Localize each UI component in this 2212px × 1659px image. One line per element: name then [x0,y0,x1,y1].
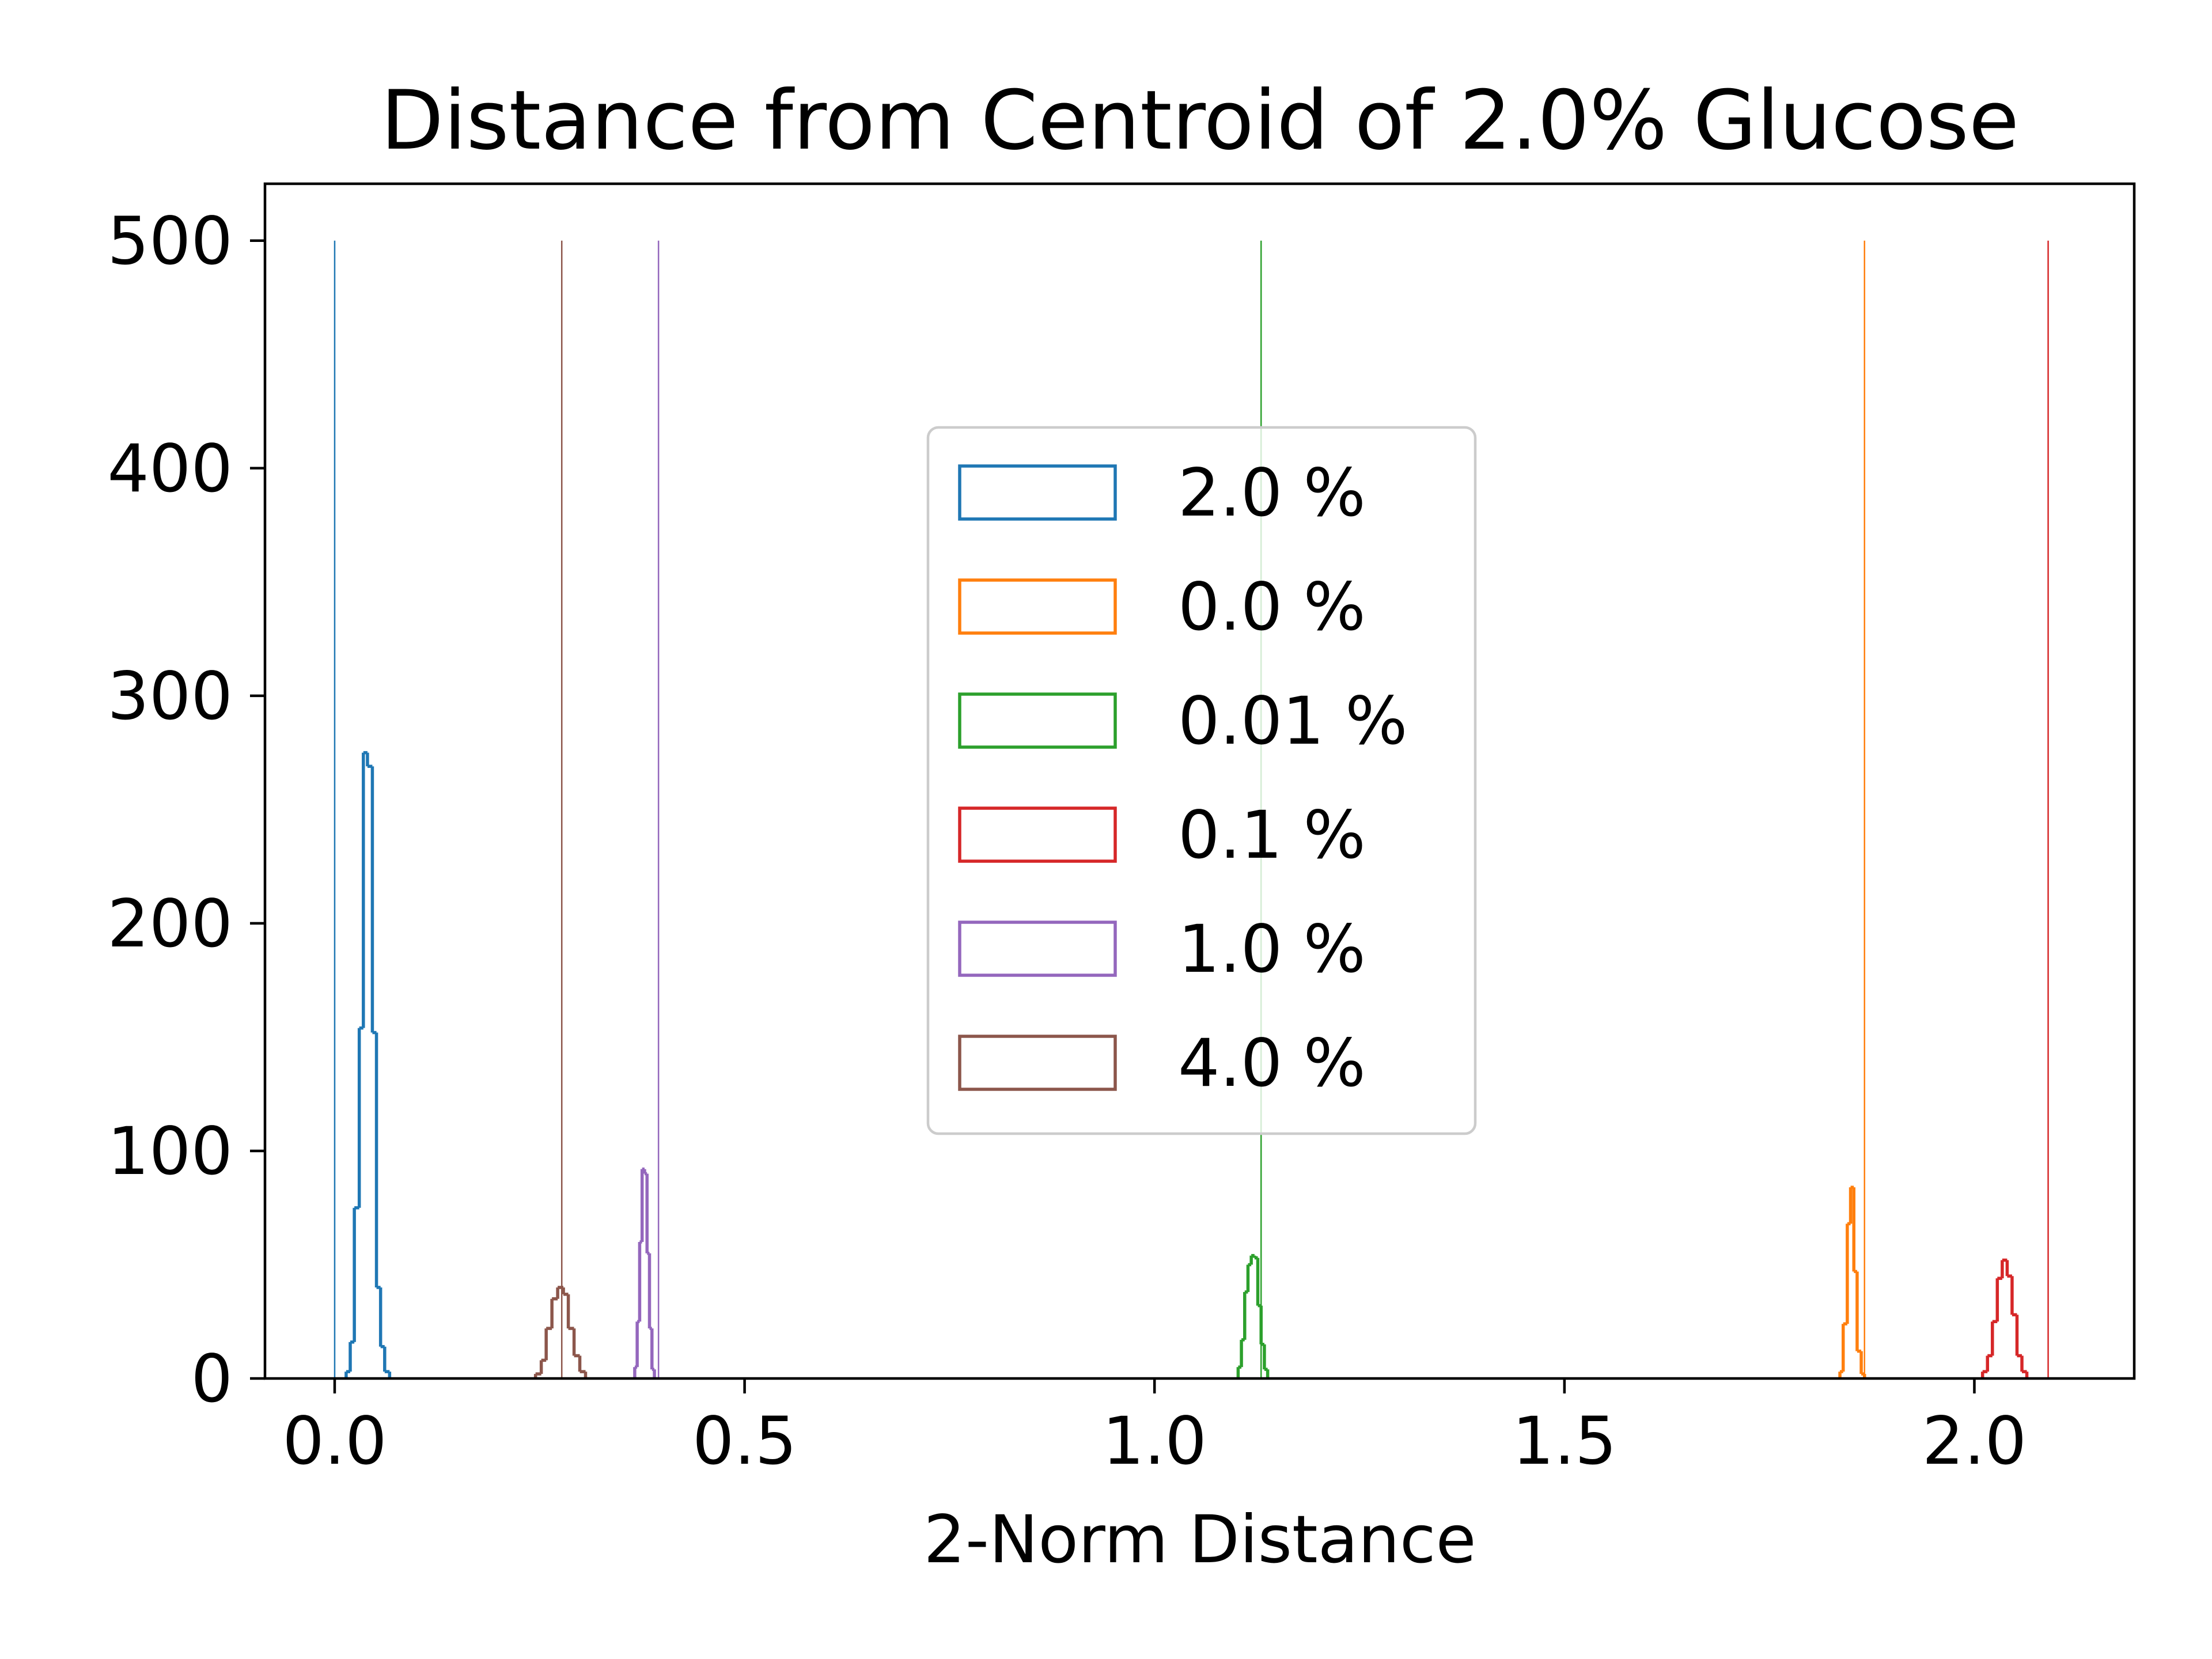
legend-swatch [958,578,1117,635]
x-axis-ticks: 0.0 0.5 1.0 1.5 2.0 [282,1378,2027,1479]
y-tick-label: 0 [191,1340,233,1417]
x-tick-label: 1.5 [1512,1403,1616,1479]
legend-item: 1.0 % [958,911,1366,987]
histogram-series [1236,1253,1270,1378]
legend-item: 0.1 % [958,797,1366,873]
legend-item: 4.0 % [958,1025,1366,1101]
legend-frame [926,426,1477,1135]
histogram-series [633,1167,656,1378]
legend-label: 4.0 % [1178,1025,1366,1101]
y-tick-label: 500 [107,203,233,279]
x-tick-label: 0.5 [692,1403,797,1479]
histogram-series [1980,1258,2029,1378]
legend-item: 2.0 % [958,454,1366,531]
x-tick-label: 2.0 [1922,1403,2027,1479]
y-axis-ticks: 0 100 200 300 400 500 [107,203,265,1417]
histogram-bar [1263,1344,1270,1378]
histogram-series [533,1286,588,1378]
axes-frame [263,182,2136,1380]
legend-swatch [958,921,1117,977]
y-tick-label: 200 [107,885,233,962]
legend-swatch [958,464,1117,521]
legend-swatch [958,692,1117,749]
histogram-bar [650,1328,656,1378]
y-tick-label: 300 [107,658,233,734]
chart-title: Distance from Centroid of 2.0% Glucose [381,73,2019,168]
histogram-series [344,751,392,1378]
legend-entries: 2.0 % 0.0 % 0.01 % 0.1 % 1.0 % 4.0 % [958,454,1407,1101]
legend-label: 0.01 % [1178,683,1407,759]
legend-label: 2.0 % [1178,454,1366,531]
legend-swatch [958,806,1117,863]
x-axis-label: 2-Norm Distance [923,1501,1476,1578]
x-tick-label: 0.0 [282,1403,387,1479]
legend-item: 0.01 % [958,683,1407,759]
y-tick-label: 100 [107,1113,233,1190]
legend-label: 0.1 % [1178,797,1366,873]
legend-label: 1.0 % [1178,911,1366,987]
legend-swatch [958,1035,1117,1091]
legend-item: 0.0 % [958,569,1366,645]
legend: 2.0 % 0.0 % 0.01 % 0.1 % 1.0 % 4.0 % [926,426,1477,1135]
legend-label: 0.0 % [1178,569,1366,645]
y-tick-label: 400 [107,430,233,507]
x-tick-label: 1.0 [1103,1403,1207,1479]
